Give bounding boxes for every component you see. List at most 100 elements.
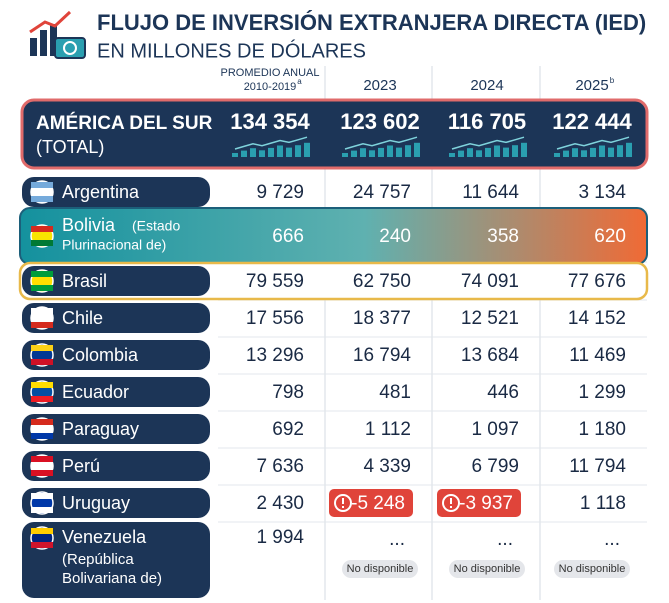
cell-value: 7 636	[256, 456, 304, 477]
flag	[30, 380, 54, 404]
flag-band	[31, 182, 53, 188]
row-name: Brasil	[62, 271, 107, 291]
alert-icon-mark	[450, 498, 452, 504]
sparkline-bar	[277, 145, 283, 157]
name-pill	[22, 340, 210, 370]
row-name-note: Plurinacional de)	[62, 237, 166, 253]
column-header: 2024	[470, 77, 503, 94]
flag	[30, 224, 54, 248]
cell-value: -3 937	[459, 493, 513, 514]
title: FLUJO DE INVERSIÓN EXTRANJERA DIRECTA (I…	[97, 10, 646, 35]
column-note: a	[297, 77, 302, 86]
sparkline-bar	[342, 153, 348, 157]
sparkline-bar	[378, 147, 384, 157]
flag	[30, 306, 54, 330]
cell-value: 62 750	[353, 271, 411, 292]
flag-band	[31, 528, 53, 534]
sparkline	[344, 136, 418, 150]
cell-value: 798	[272, 382, 304, 403]
row-name: Perú	[62, 456, 100, 476]
sparkline-bar	[259, 150, 265, 157]
sparkline-bar	[351, 150, 357, 157]
total-value: 122 444	[552, 109, 632, 134]
flag-band	[31, 240, 53, 246]
sparkline-bar	[286, 147, 292, 157]
sparkline-bar	[599, 145, 605, 157]
subtitle: EN MILLONES DE DÓLARES	[97, 39, 366, 62]
cell-value: 11 644	[462, 182, 519, 203]
flag-band	[31, 196, 53, 202]
name-pill	[22, 377, 210, 407]
sparkline-bar	[232, 153, 238, 157]
alert-box	[329, 489, 413, 517]
sparkline-bar	[608, 147, 614, 157]
cell-value: 11 794	[569, 456, 626, 477]
row-name: Uruguay	[62, 493, 130, 513]
sparkline-bar	[485, 147, 491, 157]
flag	[30, 526, 54, 550]
row-name: Bolivia	[62, 215, 116, 235]
row-name: Chile	[62, 308, 103, 328]
sparkline-bar	[512, 145, 518, 157]
column-note: b	[610, 76, 615, 85]
flag-band	[31, 396, 53, 402]
badge	[449, 560, 525, 578]
cell-value: 1 097	[471, 419, 519, 440]
sparkline	[234, 136, 308, 150]
cell-value: 1 180	[578, 419, 626, 440]
row-name-note: (República	[62, 551, 134, 568]
badge	[342, 560, 418, 578]
cell-value: 692	[272, 419, 304, 440]
sparkline-bar	[250, 148, 256, 157]
name-pill	[22, 522, 210, 598]
alert-icon	[442, 494, 460, 512]
sparkline-bar	[360, 148, 366, 157]
cell-value: 77 676	[568, 271, 626, 292]
sparkline-bar	[521, 142, 527, 157]
sparkline-bar	[241, 150, 247, 157]
flag-band	[31, 271, 53, 277]
sparkline-bar	[494, 145, 500, 157]
cell-value: ...	[604, 529, 620, 550]
total-name: AMÉRICA DEL SUR	[36, 112, 213, 134]
cell-value: 4 339	[363, 456, 411, 477]
cell-value: 1 112	[365, 419, 411, 440]
name-pill	[22, 414, 210, 444]
cell-value: 3 134	[578, 182, 626, 203]
sparkline-bar	[467, 148, 473, 157]
cell-value: 24 757	[353, 182, 411, 203]
cell-value: 666	[272, 226, 304, 247]
cell-value: 1 994	[256, 527, 304, 548]
total-value: 134 354	[230, 109, 310, 134]
cell-value: 74 091	[461, 271, 519, 292]
sparkline-bar	[414, 142, 420, 157]
sparkline-bar	[503, 147, 509, 157]
alert-icon-mark	[342, 498, 344, 504]
header-icon	[29, 10, 86, 59]
flag-band	[31, 345, 53, 351]
flag-band	[31, 456, 53, 462]
flag	[30, 417, 54, 441]
flag-band	[31, 382, 53, 388]
cell-value: 6 799	[471, 456, 519, 477]
row-name: Colombia	[62, 345, 139, 365]
badge-text: No disponible	[347, 563, 414, 575]
sparkline-bar	[295, 145, 301, 157]
sparkline-bar	[581, 150, 587, 157]
sparkline	[556, 136, 630, 150]
flag-band	[31, 322, 53, 328]
row-name: Venezuela	[62, 527, 147, 547]
sparkline-bar	[458, 150, 464, 157]
badge-text: No disponible	[454, 563, 521, 575]
flag-band	[31, 419, 53, 425]
sparkline-bar	[304, 142, 310, 157]
row-name-note: (Estado	[132, 218, 180, 234]
row-name: Paraguay	[62, 419, 139, 439]
sparkline-bar	[387, 145, 393, 157]
flag-band	[31, 493, 53, 499]
alert-icon-dot	[450, 506, 452, 508]
column-header: 2025	[575, 77, 608, 94]
flag	[30, 343, 54, 367]
flag-band	[31, 226, 53, 232]
